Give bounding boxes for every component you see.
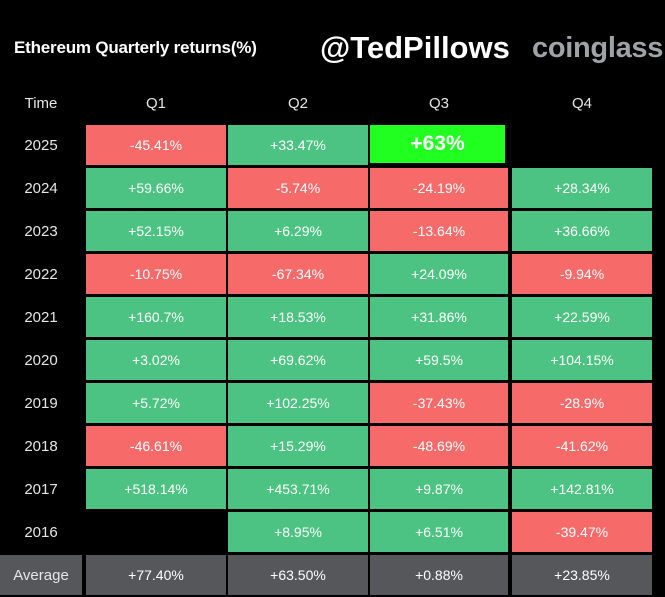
return-cell-2017-q2: +453.71%: [228, 469, 368, 509]
return-cell-2020-q3: +59.5%: [370, 340, 508, 380]
return-cell-2016-q3: +6.51%: [370, 512, 508, 552]
return-cell-2024-q4: +28.34%: [512, 168, 652, 208]
return-cell-2016-q2: +8.95%: [228, 512, 368, 552]
return-cell-2024-q1: +59.66%: [86, 168, 226, 208]
row-label-2023: 2023: [24, 222, 58, 240]
average-label: Average: [0, 555, 82, 595]
return-cell-2022-q4: -9.94%: [512, 254, 652, 294]
row-label-2021: 2021: [24, 308, 58, 326]
column-header-q2: Q2: [287, 94, 308, 112]
return-cell-2021-q1: +160.7%: [86, 297, 226, 337]
return-cell-2023-q2: +6.29%: [228, 211, 368, 251]
return-cell-2019-q1: +5.72%: [86, 383, 226, 423]
return-cell-2023-q3: -13.64%: [370, 211, 508, 251]
brand-logo: coinglass: [532, 32, 664, 64]
column-header-q4: Q4: [571, 94, 592, 112]
row-label-2020: 2020: [24, 351, 58, 369]
return-cell-2019-q2: +102.25%: [228, 383, 368, 423]
page-title: Ethereum Quarterly returns(%): [14, 38, 257, 57]
return-cell-2021-q3: +31.86%: [370, 297, 508, 337]
return-cell-2019-q4: -28.9%: [512, 383, 652, 423]
return-cell-2021-q2: +18.53%: [228, 297, 368, 337]
return-cell-2024-q3: -24.19%: [370, 168, 508, 208]
return-cell-2022-q2: -67.34%: [228, 254, 368, 294]
return-cell-2021-q4: +22.59%: [512, 297, 652, 337]
watermark-handle: @TedPillows: [320, 30, 510, 65]
return-cell-2025-q3: +63%: [370, 125, 505, 163]
average-cell-q2: +63.50%: [228, 555, 368, 595]
return-cell-2024-q2: -5.74%: [228, 168, 368, 208]
return-cell-2018-q3: -48.69%: [370, 426, 508, 466]
return-cell-2020-q2: +69.62%: [228, 340, 368, 380]
row-label-2018: 2018: [24, 437, 58, 455]
row-label-2024: 2024: [24, 179, 58, 197]
row-label-2025: 2025: [24, 136, 58, 154]
return-cell-2023-q4: +36.66%: [512, 211, 652, 251]
return-cell-2022-q3: +24.09%: [370, 254, 508, 294]
average-cell-q4: +23.85%: [512, 555, 652, 595]
return-cell-2018-q4: -41.62%: [512, 426, 652, 466]
return-cell-2016-q4: -39.47%: [512, 512, 652, 552]
return-cell-2022-q1: -10.75%: [86, 254, 226, 294]
column-header-q1: Q1: [145, 94, 166, 112]
return-cell-2017-q3: +9.87%: [370, 469, 508, 509]
column-header-q3: Q3: [428, 94, 449, 112]
row-label-2017: 2017: [24, 480, 58, 498]
return-cell-2019-q3: -37.43%: [370, 383, 508, 423]
return-cell-2025-q2: +33.47%: [228, 125, 368, 165]
row-label-2016: 2016: [24, 523, 58, 541]
return-cell-2018-q2: +15.29%: [228, 426, 368, 466]
return-cell-2018-q1: -46.61%: [86, 426, 226, 466]
return-cell-2020-q4: +104.15%: [512, 340, 652, 380]
column-header-time: Time: [24, 94, 58, 112]
return-cell-2025-q1: -45.41%: [86, 125, 226, 165]
average-cell-q1: +77.40%: [86, 555, 226, 595]
average-cell-q3: +0.88%: [370, 555, 508, 595]
return-cell-2017-q4: +142.81%: [512, 469, 652, 509]
return-cell-2017-q1: +518.14%: [86, 469, 226, 509]
return-cell-2023-q1: +52.15%: [86, 211, 226, 251]
return-cell-2020-q1: +3.02%: [86, 340, 226, 380]
row-label-2022: 2022: [24, 265, 58, 283]
row-label-2019: 2019: [24, 394, 58, 412]
